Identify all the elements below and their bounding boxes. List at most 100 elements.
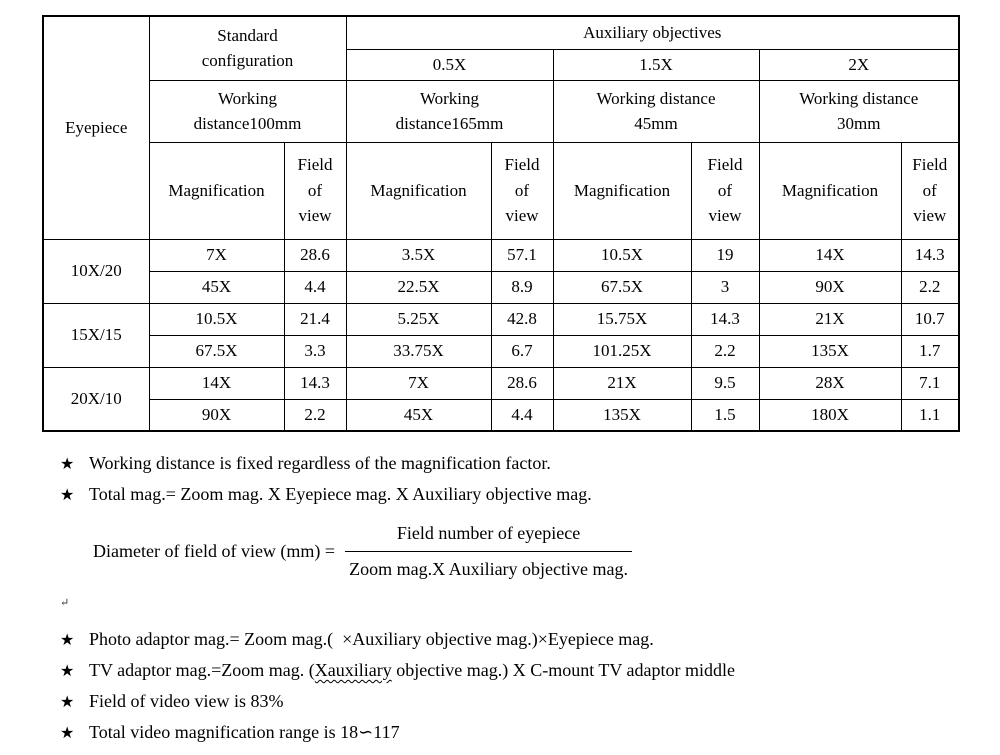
magnification-cell: 21X [552, 366, 692, 400]
magnification-cell: 180X [758, 398, 902, 432]
header-magnification: Magnification [148, 141, 285, 240]
note-text-segment-misspelled: Xauxiliary [314, 660, 392, 680]
note-tv-adaptor: ★ TV adaptor mag.=Zoom mag. (Xauxiliary … [60, 659, 980, 690]
header-row-3: Working distance100mm Working distance16… [43, 79, 960, 143]
header-row-2: 0.5X 1.5X 2X [43, 48, 960, 81]
fov-line1: Field [912, 155, 948, 175]
table-row: 67.5X 3.3 33.75X 6.7 101.25X 2.2 135X 1.… [43, 334, 960, 368]
wd-15-line1: Working distance [596, 88, 716, 108]
note-photo-adaptor: ★ Photo adaptor mag.= Zoom mag.( ×Auxili… [60, 628, 980, 659]
star-icon: ★ [60, 663, 75, 680]
field-cell: 14.3 [900, 238, 960, 272]
table-row: 45X 4.4 22.5X 8.9 67.5X 3 90X 2.2 [43, 270, 960, 304]
field-cell: 28.6 [490, 366, 554, 400]
star-icon: ★ [60, 694, 75, 711]
magnification-cell: 90X [148, 398, 285, 432]
wd-05-line2: distance165mm [395, 114, 504, 133]
fov-line2: of [514, 180, 530, 200]
note-text: Total mag.= Zoom mag. X Eyepiece mag. X … [89, 484, 592, 504]
header-field-of-view: Field of view [690, 141, 760, 240]
header-wd-1-5x: Working distance 45mm [552, 79, 760, 143]
field-cell: 7.1 [900, 366, 960, 400]
field-cell: 1.5 [690, 398, 760, 432]
field-cell: 28.6 [283, 238, 347, 272]
header-wd-standard: Working distance100mm [148, 79, 347, 143]
formula-numerator: Field number of eyepiece [396, 523, 581, 543]
star-icon: ★ [60, 487, 75, 504]
field-cell: 14.3 [690, 302, 760, 336]
field-cell: 57.1 [490, 238, 554, 272]
magnification-cell: 67.5X [148, 334, 285, 368]
header-aux-1-5x: 1.5X [552, 48, 760, 81]
magnification-cell: 45X [345, 398, 492, 432]
fov-line3: view [913, 206, 947, 226]
field-cell: 2.2 [690, 334, 760, 368]
note-text-segment: TV adaptor mag.=Zoom mag. ( [89, 660, 315, 680]
field-cell: 10.7 [900, 302, 960, 336]
field-cell: 14.3 [283, 366, 347, 400]
star-icon: ★ [60, 456, 75, 473]
table-row: 10X/20 7X 28.6 3.5X 57.1 10.5X 19 14X 14… [42, 238, 960, 304]
header-standard-configuration: Standard configuration [148, 15, 347, 81]
header-eyepiece: Eyepiece [42, 15, 150, 240]
header-magnification: Magnification [552, 141, 692, 240]
field-cell: 1.7 [900, 334, 960, 368]
field-cell: 4.4 [283, 270, 347, 304]
wd-standard-line1: Working [217, 88, 278, 108]
note-text: Total video magnification range is 18∽11… [89, 722, 400, 742]
fov-line3: view [708, 206, 742, 226]
header-row-1: Eyepiece Standard configuration Auxiliar… [42, 15, 960, 240]
field-cell: 2.2 [900, 270, 960, 304]
note-text: Photo adaptor mag.= Zoom mag.( ×Auxiliar… [89, 629, 654, 649]
field-cell: 21.4 [283, 302, 347, 336]
note-video-range: ★ Total video magnification range is 18∽… [60, 721, 980, 752]
magnification-cell: 67.5X [552, 270, 692, 304]
fraction-bar [345, 550, 633, 552]
field-cell: 9.5 [690, 366, 760, 400]
header-aux-2x: 2X [758, 48, 960, 81]
magnification-cell: 28X [758, 366, 902, 400]
magnification-cell: 5.25X [345, 302, 492, 336]
wd-15-line2: 45mm [634, 114, 678, 133]
field-cell: 1.1 [900, 398, 960, 432]
header-wd-0-5x: Working distance165mm [345, 79, 554, 143]
fov-line3: view [505, 206, 539, 226]
wd-standard-line2: distance100mm [193, 114, 302, 133]
magnification-cell: 7X [345, 366, 492, 400]
table-row: 90X 2.2 45X 4.4 135X 1.5 180X 1.1 [43, 398, 960, 432]
magnification-cell: 21X [758, 302, 902, 336]
field-cell: 8.9 [490, 270, 554, 304]
magnification-cell: 135X [758, 334, 902, 368]
formula-fraction: Field number of eyepiece Zoom mag.X Auxi… [345, 522, 633, 580]
wd-20-line1: Working distance [799, 88, 919, 108]
note-text: TV adaptor mag.=Zoom mag. (Xauxiliary ob… [89, 659, 735, 682]
field-cell: 2.2 [283, 398, 347, 432]
header-field-of-view: Field of view [283, 141, 347, 240]
magnification-cell: 14X [758, 238, 902, 272]
field-cell: 3.3 [283, 334, 347, 368]
header-magnification: Magnification [345, 141, 492, 240]
eyepiece-cell: 15X/15 [42, 302, 150, 368]
header-magnification: Magnification [758, 141, 902, 240]
magnification-cell: 14X [148, 366, 285, 400]
note-working-distance: ★ Working distance is fixed regardless o… [60, 452, 980, 483]
star-icon: ★ [60, 725, 75, 742]
magnification-cell: 15.75X [552, 302, 692, 336]
eyepiece-cell: 20X/10 [42, 366, 150, 432]
header-auxiliary-objectives: Auxiliary objectives [345, 15, 960, 50]
fov-line2: of [717, 180, 733, 200]
table-row: 15X/15 10.5X 21.4 5.25X 42.8 15.75X 14.3… [42, 302, 960, 368]
magnification-cell: 7X [148, 238, 285, 272]
header-field-of-view: Field of view [490, 141, 554, 240]
note-video-view: ★ Field of video view is 83% [60, 690, 980, 721]
fov-line1: Field [707, 155, 743, 175]
note-text: Field of video view is 83% [89, 691, 284, 711]
notes-section: ★ Working distance is fixed regardless o… [60, 446, 980, 752]
field-cell: 6.7 [490, 334, 554, 368]
fov-line1: Field [504, 155, 540, 175]
header-row-4: Magnification Field of view Magnificatio… [43, 141, 960, 240]
magnification-cell: 101.25X [552, 334, 692, 368]
eyepiece-cell: 10X/20 [42, 238, 150, 304]
line-break-mark: ↵ [60, 597, 70, 610]
field-cell: 3 [690, 270, 760, 304]
